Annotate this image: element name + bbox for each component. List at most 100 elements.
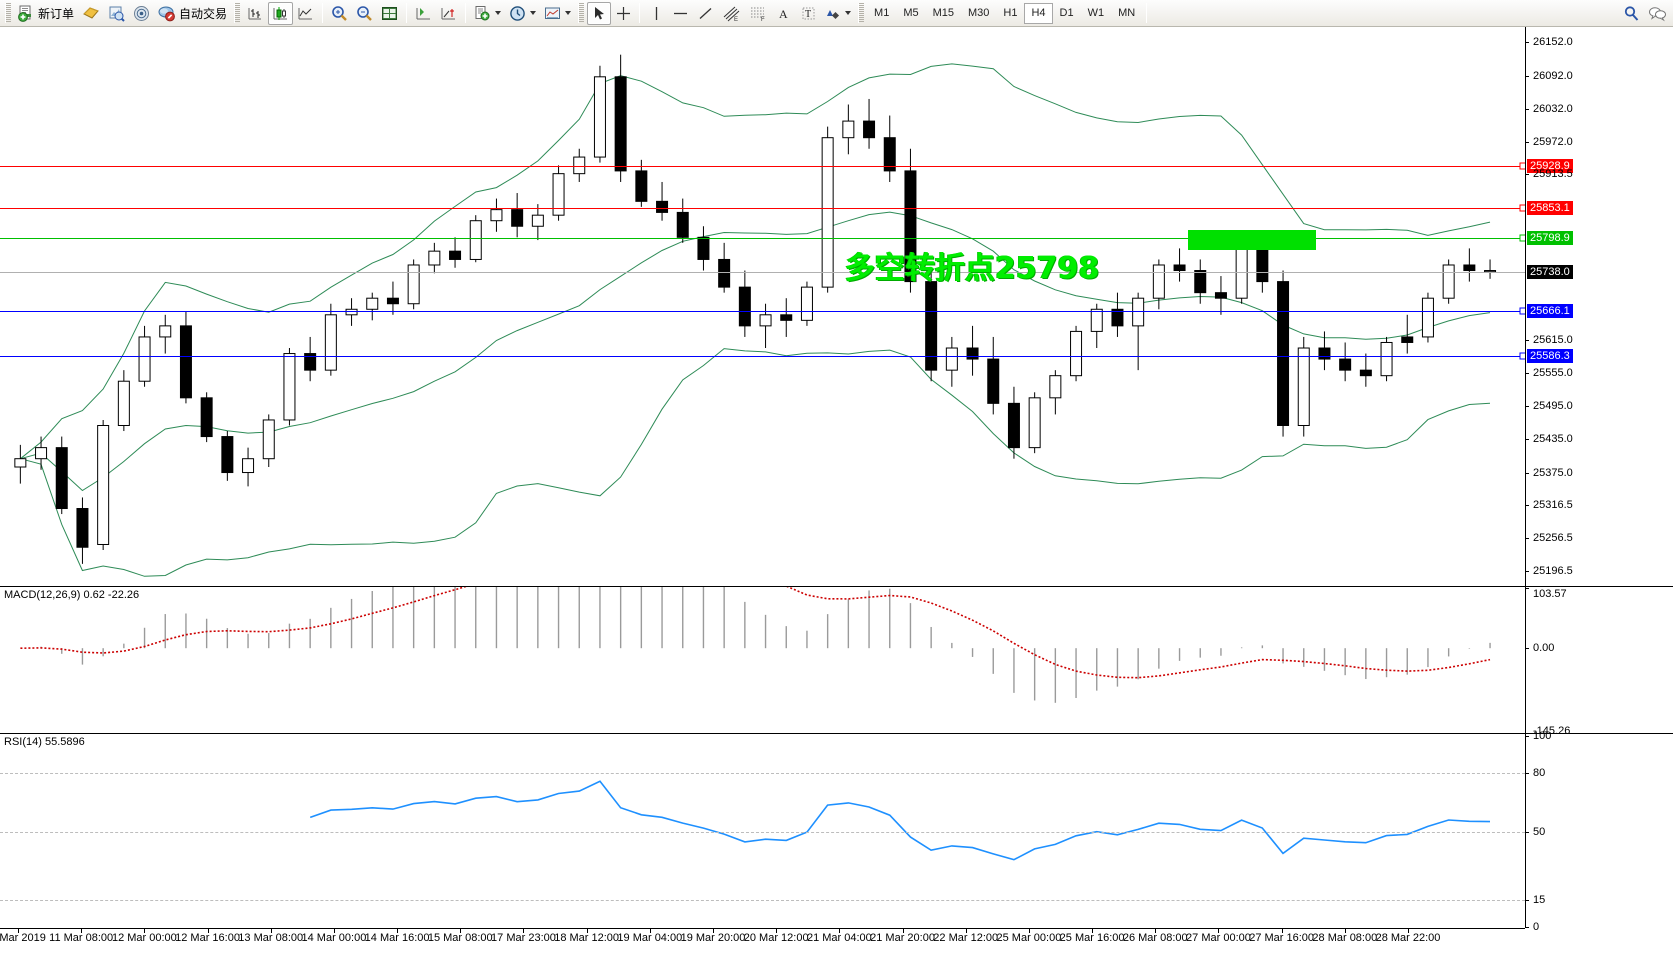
timeframe-h4[interactable]: H4 bbox=[1024, 2, 1053, 24]
macd-tick-label: 103.57 bbox=[1533, 588, 1567, 600]
zoom-out-icon[interactable] bbox=[352, 2, 377, 25]
shapes-icon[interactable] bbox=[820, 2, 855, 25]
chevron-down-icon-2[interactable] bbox=[530, 11, 537, 15]
cursor-icon[interactable] bbox=[587, 1, 612, 25]
axis-tickmark bbox=[1525, 439, 1529, 441]
axis-tick-label: 25375.0 bbox=[1533, 466, 1573, 479]
new-order-icon[interactable]: 新订单 bbox=[14, 2, 78, 25]
period-icon[interactable] bbox=[505, 2, 540, 25]
axis-tickmark bbox=[1525, 142, 1529, 144]
line-chart-icon[interactable] bbox=[293, 2, 318, 25]
resistance-line[interactable] bbox=[0, 207, 1525, 209]
equidistant-channel-icon[interactable]: E bbox=[718, 2, 745, 25]
line-handle[interactable] bbox=[1519, 162, 1525, 170]
chevron-down-icon-3[interactable] bbox=[565, 11, 572, 15]
timeframe-w1[interactable]: W1 bbox=[1087, 7, 1105, 19]
toolbar-separator-3 bbox=[465, 3, 467, 23]
price-axis-separator bbox=[1525, 27, 1526, 586]
time-tick-label: 20 Mar 12:00 bbox=[743, 932, 809, 944]
macd-label: MACD(12,26,9) 0.62 -22.26 bbox=[4, 589, 140, 601]
svg-text:F: F bbox=[761, 17, 765, 22]
line-handle[interactable] bbox=[1519, 204, 1525, 212]
candlestick-chart-icon[interactable] bbox=[268, 1, 294, 25]
rsi-axis-separator bbox=[1525, 734, 1526, 928]
chevron-down-icon[interactable] bbox=[495, 11, 502, 15]
axis-tickmark bbox=[1525, 504, 1529, 506]
svg-text:T: T bbox=[805, 9, 811, 20]
rsi-tickmark bbox=[1525, 831, 1529, 833]
toolbar-grip-2[interactable] bbox=[234, 3, 241, 23]
indicators-icon[interactable] bbox=[540, 2, 575, 25]
toolbar-grip-3[interactable] bbox=[578, 3, 585, 23]
rsi-plot[interactable] bbox=[0, 734, 1525, 929]
time-tick-label: 14 Mar 16:00 bbox=[364, 932, 430, 944]
rsi-pane[interactable]: RSI(14) 55.5896 100 80 50 15 0 bbox=[0, 730, 1673, 933]
scroll-end-icon[interactable] bbox=[411, 2, 436, 25]
time-tickmark bbox=[1344, 929, 1346, 933]
crosshair-icon[interactable] bbox=[611, 2, 635, 25]
line-handle[interactable] bbox=[1519, 352, 1525, 360]
toolbar-grip-4[interactable] bbox=[858, 3, 865, 23]
timeframe-m30[interactable]: M30 bbox=[968, 7, 990, 19]
chart-annotation-text[interactable]: 多空转折点25798 bbox=[845, 250, 1100, 286]
macd-axis-separator bbox=[1525, 587, 1526, 733]
highlight-rectangle[interactable] bbox=[1188, 229, 1316, 250]
templates-icon[interactable] bbox=[470, 2, 505, 25]
time-tickmark bbox=[144, 929, 146, 933]
timeframe-m1[interactable]: M1 bbox=[874, 7, 890, 19]
axis-tick-label: 26032.0 bbox=[1533, 102, 1573, 115]
last-price-line[interactable] bbox=[0, 271, 1525, 273]
vertical-line-icon[interactable] bbox=[644, 2, 668, 25]
price-plot[interactable]: 多空转折点25798 bbox=[0, 27, 1525, 586]
signals-icon[interactable] bbox=[129, 2, 154, 25]
macd-plot[interactable] bbox=[0, 587, 1525, 734]
line-handle[interactable] bbox=[1519, 234, 1525, 242]
timeframe-h1[interactable]: H1 bbox=[1003, 7, 1018, 19]
rsi-label: RSI(14) 55.5896 bbox=[4, 736, 85, 748]
chevron-down-icon-4[interactable] bbox=[845, 11, 852, 15]
text-icon[interactable]: T bbox=[796, 2, 820, 25]
macd-pane[interactable]: MACD(12,26,9) 0.62 -22.26 103.57 0.00 -145… bbox=[0, 586, 1673, 737]
expert-advisor-icon[interactable] bbox=[78, 2, 104, 25]
support-line[interactable] bbox=[0, 355, 1525, 357]
price-axis[interactable]: 25928.9 25853.1 25798.9 25738.0 25666.1 25586… bbox=[1525, 27, 1673, 586]
line-handle[interactable] bbox=[1519, 307, 1525, 315]
timeframe-mn[interactable]: MN bbox=[1118, 7, 1136, 19]
chat-icon[interactable] bbox=[1644, 2, 1671, 25]
bar-chart-icon[interactable] bbox=[243, 2, 268, 25]
horizontal-line-icon[interactable] bbox=[668, 2, 693, 25]
time-tickmark bbox=[649, 929, 651, 933]
trendline-icon[interactable] bbox=[693, 2, 718, 25]
rsi-axis[interactable]: 100 80 50 15 0 bbox=[1525, 730, 1673, 933]
autotrading-label: 自动交易 bbox=[179, 6, 228, 21]
autotrading-icon[interactable]: 自动交易 bbox=[154, 2, 231, 25]
price-pane[interactable]: 多空转折点25798 25928.9 25853.1 25798.9 25738.0 2… bbox=[0, 27, 1673, 586]
macd-axis[interactable]: 103.57 0.00 -145.26 bbox=[1525, 587, 1673, 737]
toolbar-separator-4 bbox=[639, 3, 641, 23]
axis-tickmark bbox=[1525, 472, 1529, 474]
support-line[interactable] bbox=[0, 311, 1525, 313]
chart-area[interactable]: DJ30-,H4 25737.0 25739.0 25724.0 25738.0… bbox=[0, 27, 1673, 955]
timeframe-m5[interactable]: M5 bbox=[903, 7, 919, 19]
timeframe-m15[interactable]: M15 bbox=[932, 7, 954, 19]
resistance-line[interactable] bbox=[0, 165, 1525, 167]
chart-shift-icon[interactable] bbox=[436, 2, 461, 25]
time-tickmark bbox=[1218, 929, 1220, 933]
axis-tick-label: 25555.0 bbox=[1533, 366, 1573, 379]
macd-series bbox=[20, 587, 1491, 703]
zoom-in-icon[interactable] bbox=[327, 2, 352, 25]
text-label-icon[interactable]: A bbox=[772, 2, 796, 25]
pivot-line[interactable] bbox=[0, 237, 1525, 239]
price-tag-25586.3: 25586.3 bbox=[1527, 348, 1573, 363]
time-tickmark bbox=[1028, 929, 1030, 933]
axis-tickmark bbox=[1525, 42, 1529, 44]
search-icon[interactable] bbox=[1619, 2, 1644, 25]
tile-windows-icon[interactable] bbox=[377, 2, 402, 25]
print-preview-icon[interactable] bbox=[104, 2, 129, 25]
time-tick-label: 27 Mar 16:00 bbox=[1249, 932, 1315, 944]
fibonacci-icon[interactable]: F bbox=[745, 2, 772, 25]
timeframe-d1[interactable]: D1 bbox=[1059, 7, 1074, 19]
macd-tick-label: 0.00 bbox=[1533, 642, 1555, 655]
toolbar-grip[interactable] bbox=[5, 3, 11, 23]
